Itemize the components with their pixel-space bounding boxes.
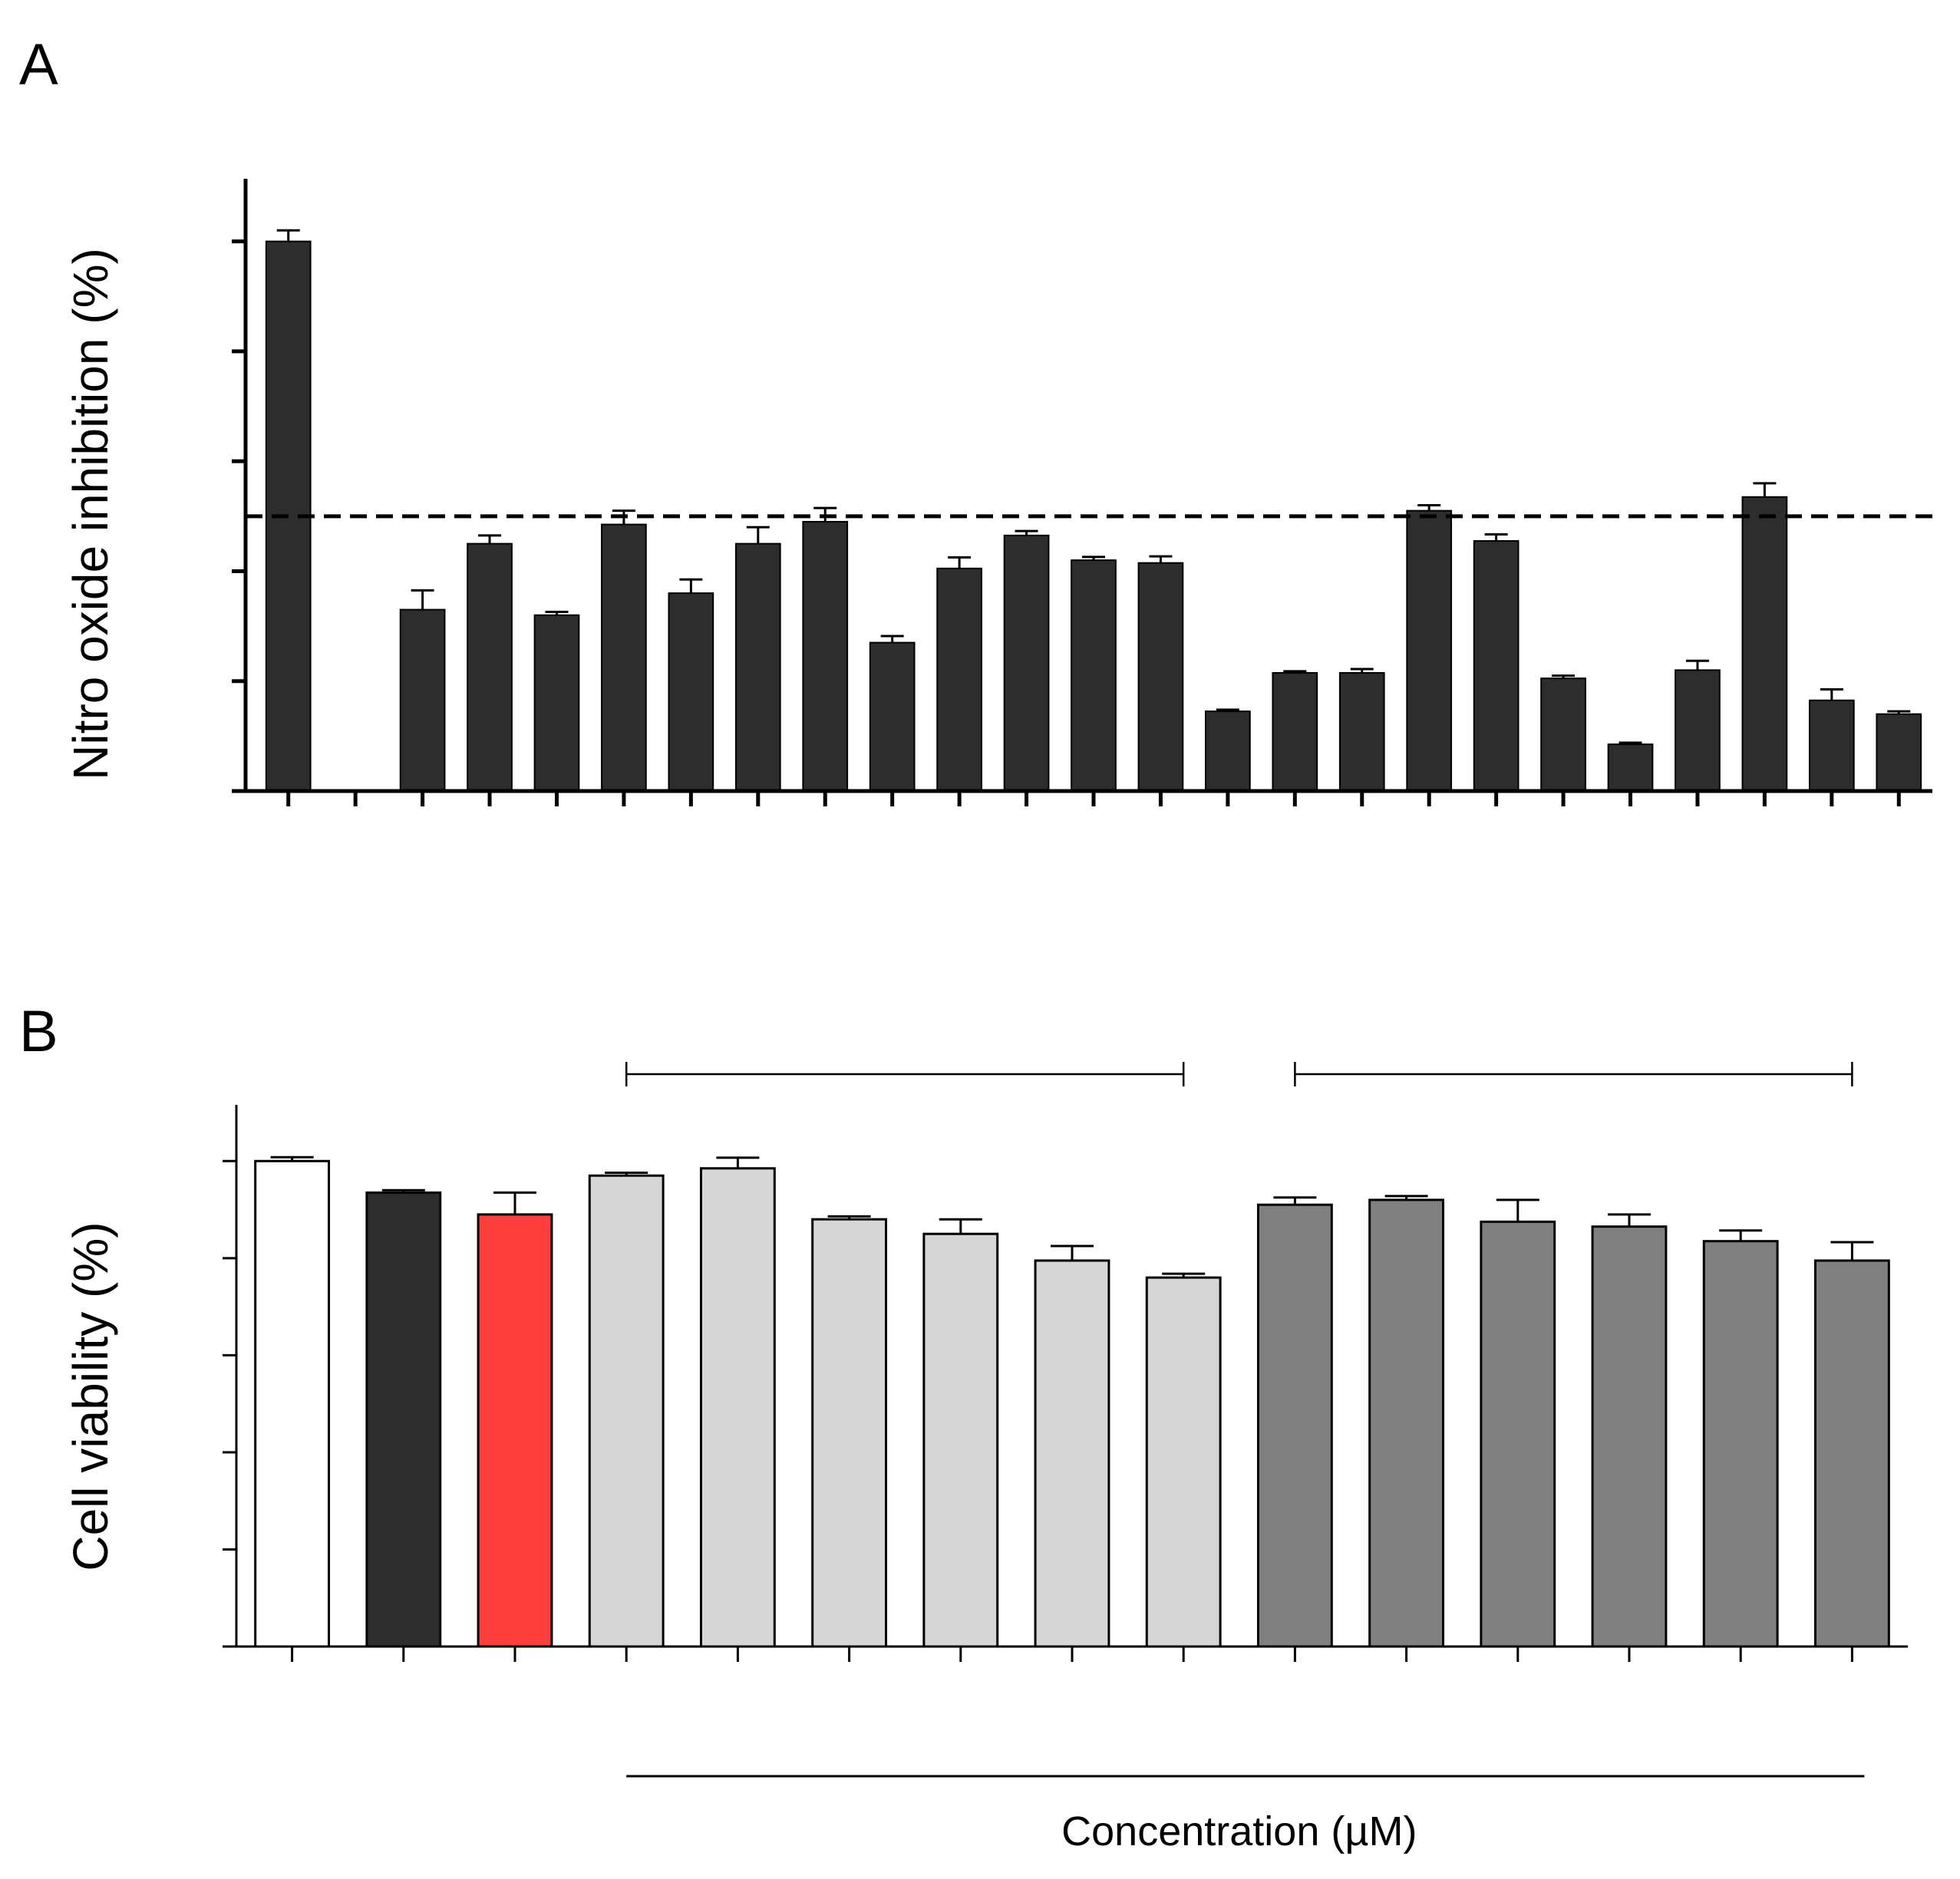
panel-b-label: B bbox=[19, 999, 58, 1064]
a-bar-19 bbox=[1540, 677, 1586, 792]
panel-a-error-bars bbox=[276, 229, 1911, 745]
b-bar-0 bbox=[254, 1159, 331, 1648]
a-bar-21 bbox=[1675, 669, 1721, 793]
panel-a-bars bbox=[265, 240, 1922, 793]
panel-b-y-ticks bbox=[223, 1159, 236, 1648]
b-bar-6 bbox=[922, 1232, 999, 1648]
b-bar-2 bbox=[477, 1213, 553, 1648]
a-bar-14 bbox=[1205, 710, 1251, 792]
panel-a-axes bbox=[243, 179, 1932, 793]
a-bar-23 bbox=[1808, 699, 1855, 792]
a-bar-24 bbox=[1876, 713, 1922, 793]
a-bar-2 bbox=[399, 608, 446, 792]
panel-a-y-ticks bbox=[232, 239, 246, 793]
a-bar-17 bbox=[1406, 509, 1453, 792]
a-bar-7 bbox=[734, 542, 781, 792]
a-bar-13 bbox=[1137, 562, 1184, 793]
panel-a-label: A bbox=[19, 32, 58, 97]
b-bar-8 bbox=[1145, 1276, 1222, 1648]
a-bar-12 bbox=[1071, 559, 1117, 792]
a-bar-3 bbox=[467, 542, 513, 792]
b-bar-3 bbox=[588, 1174, 665, 1648]
panel-b-error-bars bbox=[270, 1155, 1874, 1278]
panel-a-y-axis-label: Nitro oxide inhibition (%) bbox=[63, 248, 118, 780]
a-bar-10 bbox=[936, 567, 982, 792]
b-bar-7 bbox=[1034, 1259, 1110, 1648]
panel-a-x-ticks bbox=[286, 791, 1901, 806]
panel-b: B Cell viability (%) Concentration (µM) bbox=[19, 999, 1908, 1854]
a-bar-4 bbox=[533, 614, 580, 792]
b-bar-1 bbox=[365, 1191, 442, 1648]
a-bar-8 bbox=[802, 520, 849, 792]
a-bar-15 bbox=[1272, 671, 1318, 792]
a-bar-11 bbox=[1003, 534, 1050, 793]
a-bar-9 bbox=[869, 641, 916, 793]
b-bar-9 bbox=[1256, 1203, 1333, 1648]
b-bar-5 bbox=[811, 1218, 888, 1648]
a-bar-5 bbox=[601, 523, 647, 793]
a-bar-22 bbox=[1741, 496, 1788, 793]
a-bar-20 bbox=[1607, 743, 1654, 792]
panel-b-x-ticks bbox=[291, 1647, 1853, 1662]
b-bar-11 bbox=[1480, 1220, 1556, 1648]
panel-b-y-axis-label: Cell viability (%) bbox=[63, 1221, 118, 1571]
b-bar-13 bbox=[1702, 1240, 1779, 1648]
panel-b-x-axis-label: Concentration (µM) bbox=[1061, 1808, 1417, 1854]
panel-b-group-brackets bbox=[625, 1062, 1853, 1086]
panel-a: A Nitro oxide inhibition (%) bbox=[19, 32, 1942, 806]
a-bar-18 bbox=[1473, 540, 1519, 793]
b-bar-4 bbox=[699, 1167, 776, 1648]
a-bar-6 bbox=[668, 592, 714, 792]
panel-b-bars bbox=[254, 1159, 1890, 1648]
b-bar-10 bbox=[1368, 1198, 1445, 1648]
b-bar-14 bbox=[1813, 1259, 1890, 1648]
a-bar-16 bbox=[1338, 671, 1385, 792]
b-bar-12 bbox=[1591, 1225, 1668, 1648]
